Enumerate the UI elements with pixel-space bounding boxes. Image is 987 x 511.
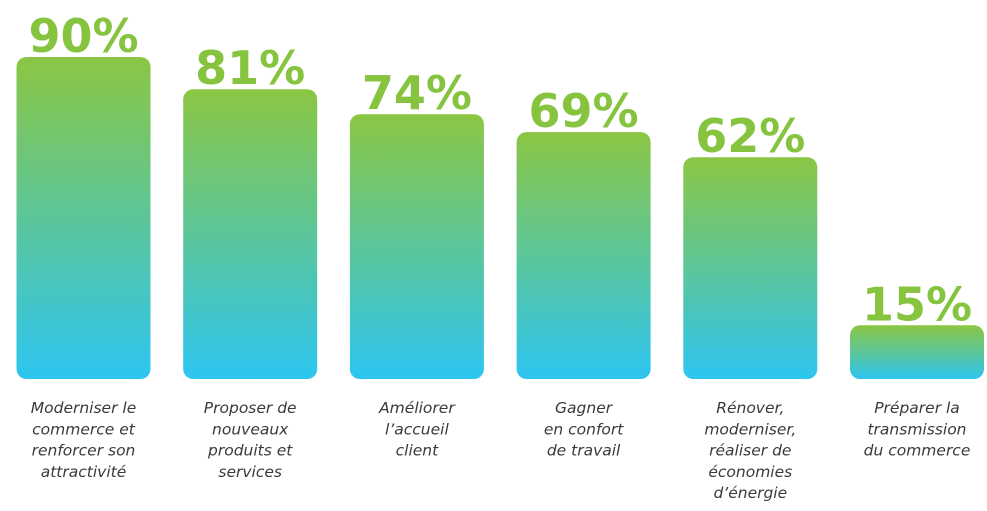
value-label-6: 15% bbox=[862, 277, 972, 331]
category-label-line: Préparer la bbox=[874, 399, 960, 417]
category-label-line: produits et bbox=[207, 442, 293, 460]
value-label-2: 81% bbox=[195, 41, 305, 95]
category-label-line: d’énergie bbox=[713, 484, 787, 502]
category-label-line: économies bbox=[708, 463, 792, 481]
bars-group bbox=[16, 57, 984, 379]
bar-2 bbox=[183, 89, 318, 379]
bar-4 bbox=[516, 132, 651, 379]
category-label-line: du commerce bbox=[864, 442, 971, 460]
category-label-line: nouveaux bbox=[212, 420, 289, 438]
category-label-3: Améliorer l’accueil client bbox=[378, 399, 456, 460]
category-label-line: Moderniser le bbox=[31, 399, 137, 417]
bar-6 bbox=[850, 325, 984, 379]
value-label-5: 62% bbox=[695, 109, 805, 163]
bar-3 bbox=[349, 114, 484, 379]
category-labels-group: Moderniser le commerce et renforcer son att… bbox=[31, 399, 971, 502]
value-labels-group: 90% 81% 74% 69% 62% 15% bbox=[28, 9, 972, 331]
value-label-3: 74% bbox=[362, 66, 472, 120]
category-label-line: attractivité bbox=[41, 463, 127, 481]
category-label-5: Rénover, moderniser, réaliser de économies d… bbox=[704, 399, 796, 502]
category-label-line: client bbox=[396, 442, 439, 460]
category-label-1: Moderniser le commerce et renforcer son att… bbox=[31, 399, 137, 481]
category-label-line: moderniser, bbox=[704, 420, 796, 438]
category-label-line: Gagner bbox=[555, 399, 614, 417]
category-label-line: transmission bbox=[867, 420, 966, 438]
bar-5 bbox=[683, 157, 818, 379]
value-label-4: 69% bbox=[529, 84, 639, 138]
category-label-line: renforcer son bbox=[32, 442, 136, 460]
category-label-line: commerce et bbox=[32, 420, 136, 438]
category-label-line: services bbox=[218, 463, 282, 481]
category-label-line: réaliser de bbox=[709, 442, 791, 460]
category-label-line: de travail bbox=[547, 442, 621, 460]
value-label-1: 90% bbox=[28, 9, 138, 63]
bar-1 bbox=[16, 57, 151, 379]
category-label-line: l’accueil bbox=[385, 420, 449, 438]
category-label-line: Proposer de bbox=[204, 399, 297, 417]
category-label-4: Gagner en confort de travail bbox=[544, 399, 624, 460]
category-label-6: Préparer la transmission du commerce bbox=[864, 399, 971, 460]
category-label-line: en confort bbox=[544, 420, 624, 438]
category-label-line: Rénover, bbox=[716, 399, 784, 417]
category-label-2: Proposer de nouveaux produits et services bbox=[204, 399, 297, 481]
category-label-line: Améliorer bbox=[378, 399, 456, 417]
